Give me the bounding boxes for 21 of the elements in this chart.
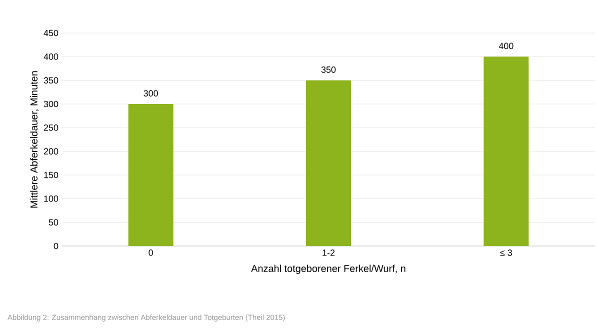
x-tick-label: ≤ 3	[500, 250, 512, 256]
y-tick-label: 350	[44, 77, 58, 84]
y-tick-label: 200	[44, 148, 58, 155]
bar	[306, 80, 352, 246]
y-tick-label: 100	[44, 195, 58, 202]
y-tick-label: 450	[44, 30, 58, 36]
data-label: 350	[321, 66, 336, 73]
y-tick-label: 400	[44, 53, 58, 60]
bar	[128, 104, 174, 246]
y-tick-label: 250	[44, 124, 58, 131]
y-tick-label: 0	[54, 242, 58, 250]
data-label: 300	[144, 90, 158, 96]
y-axis-title: Mittlere Abferkeldauer, Minuten	[30, 71, 39, 208]
y-tick-label: 50	[48, 219, 58, 226]
bar	[484, 56, 529, 246]
x-axis-title: Anzahl totgeborener Ferkel/Wurf, n	[251, 264, 406, 274]
y-tick-label: 300	[44, 100, 58, 108]
x-tick-label: 0	[148, 250, 153, 256]
x-tick-label: 1-2	[322, 250, 335, 256]
data-label: 400	[498, 42, 514, 50]
y-tick-label: 150	[44, 172, 58, 178]
